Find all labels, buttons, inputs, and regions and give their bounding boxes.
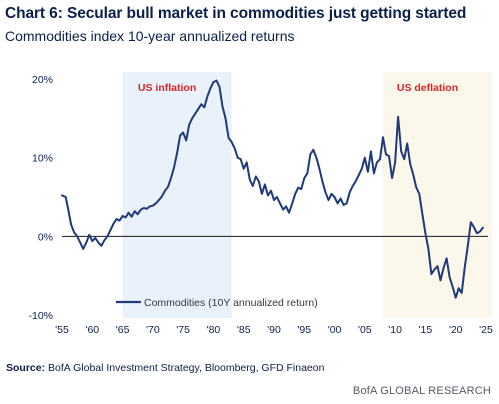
x-tick-label: '55	[55, 324, 69, 336]
series-line-1	[61, 79, 484, 299]
shaded-regions	[122, 72, 492, 318]
y-tick-labels: -10% 0% 10% 20%	[28, 74, 53, 322]
y-tick-label: -10%	[28, 310, 53, 322]
shaded-region-2	[382, 72, 492, 318]
shaded-region-1	[122, 72, 232, 318]
region-label-2: US deflation	[397, 82, 458, 94]
series-lines	[61, 79, 484, 299]
x-tick-label: '05	[358, 324, 372, 336]
x-tick-label: '80	[207, 324, 221, 336]
y-tick-label: 10%	[32, 153, 53, 165]
brand-footer: BofA GLOBAL RESEARCH	[352, 385, 491, 397]
x-tick-label: '85	[237, 324, 251, 336]
x-tick-label: '65	[116, 324, 130, 336]
y-tick-label: 20%	[32, 74, 53, 86]
x-tick-label: '95	[297, 324, 311, 336]
source-note: Source: BofA Global Investment Strategy,…	[6, 362, 324, 374]
line-chart: US inflation US deflation -10% 0% 10% 20% '5…	[28, 72, 493, 336]
y-tick-label: 0%	[38, 231, 53, 243]
chart-title: Chart 6: Secular bull market in commodit…	[5, 5, 467, 22]
x-tick-label: '10	[388, 324, 402, 336]
x-tick-label: '25	[479, 324, 493, 336]
x-tick-label: '00	[328, 324, 342, 336]
legend-label: Commodities (10Y annualized return)	[144, 297, 318, 309]
source-text: BofA Global Investment Strategy, Bloombe…	[48, 362, 325, 374]
legend: Commodities (10Y annualized return)	[116, 297, 318, 309]
x-tick-label: '20	[449, 324, 463, 336]
x-tick-label: '15	[419, 324, 433, 336]
x-tick-labels: '55 '60 '65 '70 '75 '80 '85 '90 '95 '00 '05 '10 '15 '…	[55, 324, 493, 336]
region-annotations: US inflation US deflation	[138, 82, 458, 94]
chart-subtitle: Commodities index 10-year annualized ret…	[5, 28, 295, 44]
source-label: Source:	[6, 362, 46, 374]
x-tick-label: '70	[146, 324, 160, 336]
x-tick-label: '60	[85, 324, 99, 336]
x-tick-label: '90	[267, 324, 281, 336]
region-label-1: US inflation	[138, 82, 196, 94]
x-tick-label: '75	[176, 324, 190, 336]
